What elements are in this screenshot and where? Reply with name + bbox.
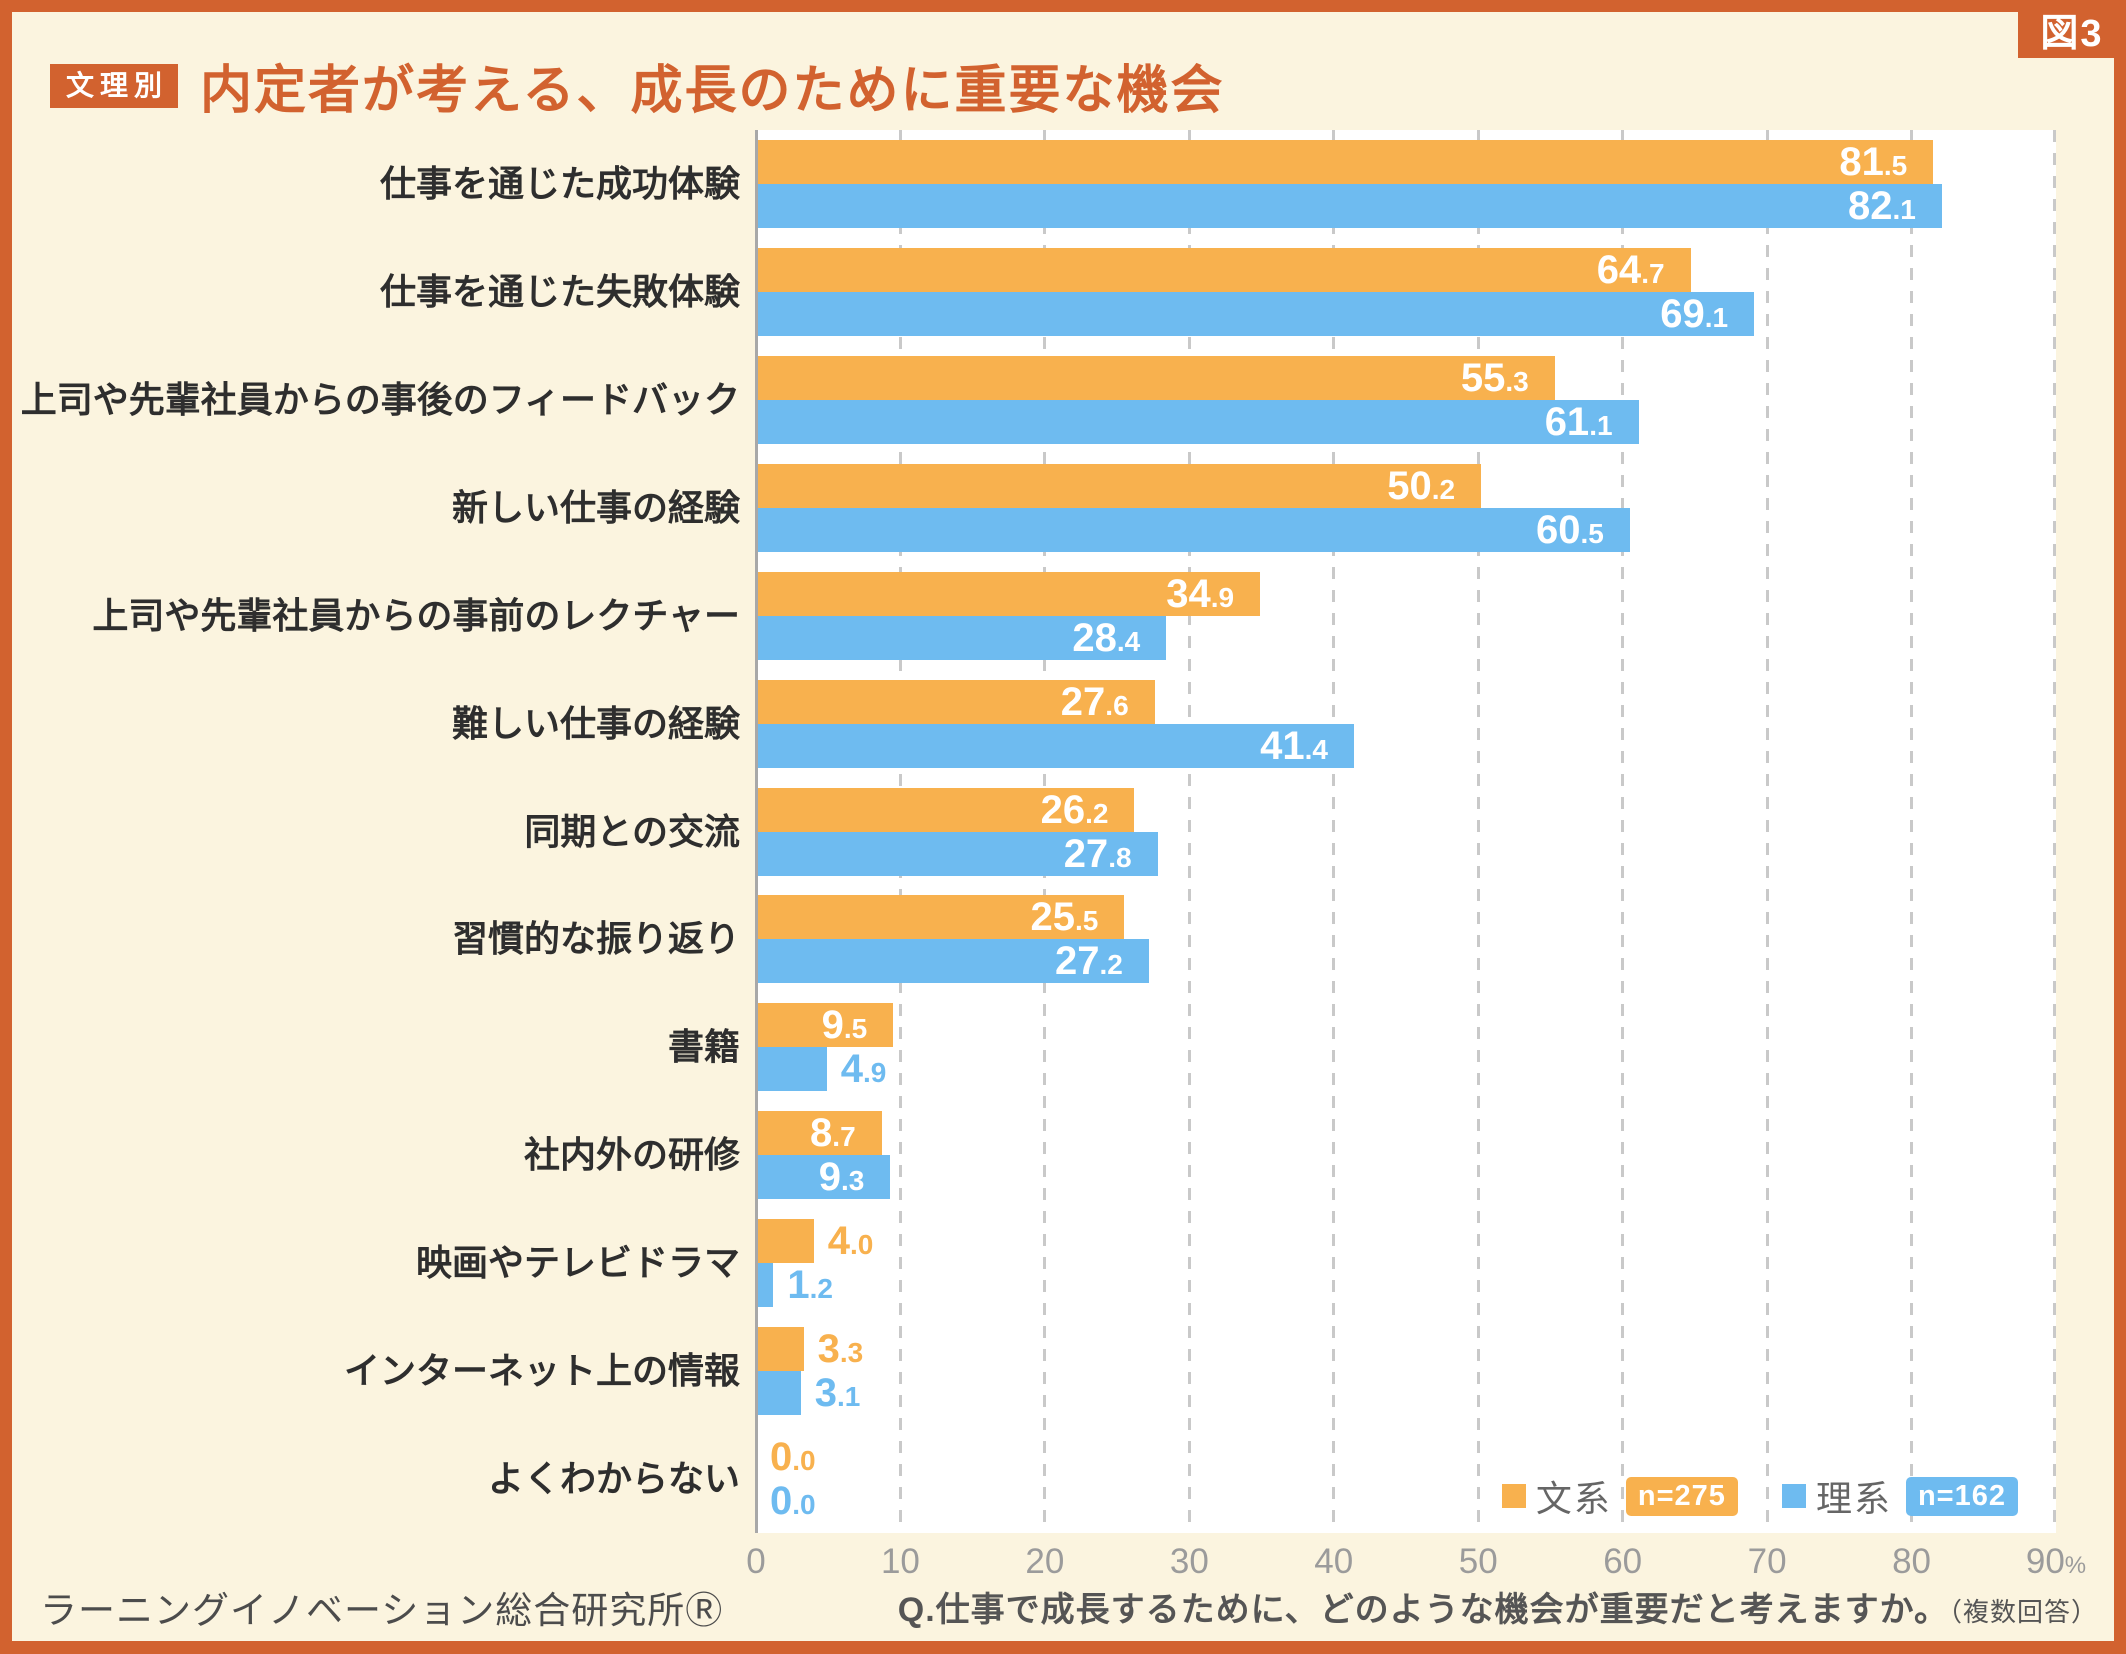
rikei-value-label: 1.2: [787, 1263, 833, 1308]
rikei-bar: [756, 1371, 801, 1416]
rikei-bar: [756, 723, 1354, 768]
category-label: 映画やテレビドラマ: [415, 1242, 740, 1284]
category-label: 同期との交流: [524, 810, 740, 852]
gridline-80: [1910, 130, 1914, 1533]
rikei-value-label: 0.0: [770, 1479, 816, 1524]
bunkei-value-label: 8.7: [810, 1111, 856, 1156]
gridline-70: [1765, 130, 1769, 1533]
legend-label-bunkei: 文系: [1535, 1478, 1612, 1519]
bunkei-bar: [756, 140, 1934, 184]
bunkei-value-label: 3.3: [817, 1327, 864, 1372]
rikei-bar: [756, 399, 1639, 444]
category-label: 習慣的な振り返り: [451, 918, 740, 960]
x-tick-20: 20: [1025, 1542, 1065, 1581]
x-tick-40: 40: [1314, 1542, 1354, 1581]
rikei-value-label: 4.9: [840, 1047, 887, 1092]
rikei-bar: [756, 1047, 827, 1092]
category-label: 新しい仕事の経験: [451, 486, 740, 528]
segment-badge: 文理別: [50, 63, 179, 108]
bunkei-bar: [756, 787, 1135, 832]
bunkei-bar: [756, 1003, 894, 1048]
legend-swatch-rikei: [1781, 1484, 1806, 1508]
rikei-value-label: 41.4: [1260, 723, 1328, 768]
rikei-value-label: 9.3: [818, 1155, 865, 1200]
bunkei-bar: [756, 463, 1482, 508]
bunkei-bar: [756, 679, 1155, 724]
gridline-30: [1187, 130, 1191, 1533]
bunkei-value-label: 4.0: [827, 1219, 874, 1264]
rikei-bar: [756, 291, 1755, 336]
rikei-value-label: 61.1: [1544, 399, 1613, 444]
category-label: 上司や先輩社員からの事後のフィードバック: [20, 378, 740, 420]
rikei-value-label: 60.5: [1536, 507, 1604, 552]
legend-n-badge-rikei: n=162: [1905, 1476, 2018, 1516]
gridline-90: [2053, 130, 2056, 1533]
category-label: 仕事を通じた失敗体験: [379, 270, 740, 312]
category-label: よくわからない: [487, 1458, 740, 1500]
bunkei-value-label: 81.5: [1839, 140, 1908, 184]
chart-header: 文理別 内定者が考える、成長のために重要な機会: [50, 48, 1224, 123]
legend-n-badge-bunkei: n=275: [1625, 1476, 1738, 1516]
legend-label-rikei: 理系: [1815, 1478, 1892, 1519]
rikei-value-label: 27.8: [1063, 831, 1132, 876]
bunkei-value-label: 27.6: [1060, 679, 1129, 724]
survey-question-text: Q.仕事で成長するために、どのような機会が重要だと考えますか。: [897, 1591, 1949, 1629]
x-tick-90: 90%: [2025, 1542, 2087, 1581]
legend-swatch-bunkei: [1501, 1484, 1526, 1508]
bunkei-bar: [756, 1219, 814, 1264]
bunkei-value-label: 9.5: [821, 1003, 868, 1048]
plot-area: 81.5 82.1 64.7 69.1 55.3 61.1 50.2 60.5 34.9 28.4…: [756, 130, 2056, 1533]
bunkei-value-label: 0.0: [770, 1435, 816, 1480]
rikei-bar: [756, 1263, 774, 1308]
category-label: 書籍: [667, 1026, 740, 1068]
category-label: インターネット上の情報: [343, 1350, 740, 1392]
bunkei-value-label: 25.5: [1030, 895, 1099, 940]
x-tick-30: 30: [1169, 1542, 1209, 1581]
gridline-40: [1332, 130, 1336, 1533]
rikei-bar: [756, 184, 1942, 228]
chart-title: 内定者が考える、成長のために重要な機会: [200, 62, 1225, 120]
gridline-60: [1621, 130, 1625, 1533]
x-tick-50: 50: [1458, 1542, 1498, 1581]
rikei-value-label: 27.2: [1055, 939, 1123, 984]
x-tick-70: 70: [1747, 1542, 1787, 1581]
rikei-bar: [756, 615, 1167, 660]
rikei-bar: [756, 939, 1149, 984]
rikei-value-label: 82.1: [1848, 184, 1916, 228]
legend: 文系 n=275 理系 n=162: [1501, 1470, 2018, 1522]
category-label: 難しい仕事の経験: [451, 702, 740, 744]
rikei-value-label: 3.1: [814, 1371, 861, 1416]
x-tick-10: 10: [880, 1542, 920, 1581]
x-tick-0: 0: [746, 1542, 766, 1581]
gridline-50: [1476, 130, 1480, 1533]
bunkei-bar: [756, 247, 1691, 292]
bunkei-value-label: 64.7: [1596, 247, 1665, 292]
rikei-bar: [756, 507, 1630, 552]
rikei-value-label: 28.4: [1072, 615, 1141, 660]
rikei-bar: [756, 1155, 891, 1200]
x-tick-80: 80: [1892, 1542, 1932, 1581]
bunkei-bar: [756, 571, 1261, 616]
bunkei-bar: [756, 1111, 882, 1156]
figure-number-label: 図3: [2040, 12, 2104, 55]
bunkei-bar: [756, 895, 1125, 940]
figure-number-tab: 図3: [2018, 0, 2126, 58]
x-axis-zero-line: [755, 130, 758, 1533]
rikei-value-label: 69.1: [1660, 291, 1729, 336]
survey-question: Q.仕事で成長するために、どのような機会が重要だと考えますか。（複数回答）: [898, 1582, 2098, 1631]
category-label: 社内外の研修: [523, 1134, 740, 1176]
rikei-bar: [756, 831, 1158, 876]
category-label: 仕事を通じた成功体験: [379, 163, 740, 204]
x-tick-60: 60: [1603, 1542, 1643, 1581]
bunkei-value-label: 55.3: [1460, 355, 1529, 400]
bunkei-value-label: 26.2: [1040, 787, 1109, 832]
bunkei-bar: [756, 355, 1555, 400]
category-label: 上司や先輩社員からの事前のレクチャー: [92, 594, 740, 636]
bunkei-bar: [756, 1327, 804, 1372]
survey-question-note: （複数回答）: [1948, 1597, 2098, 1627]
bunkei-value-label: 34.9: [1166, 571, 1235, 616]
bunkei-value-label: 50.2: [1387, 463, 1456, 508]
source-credit: ラーニングイノベーション総合研究所Ⓡ: [40, 1590, 724, 1631]
